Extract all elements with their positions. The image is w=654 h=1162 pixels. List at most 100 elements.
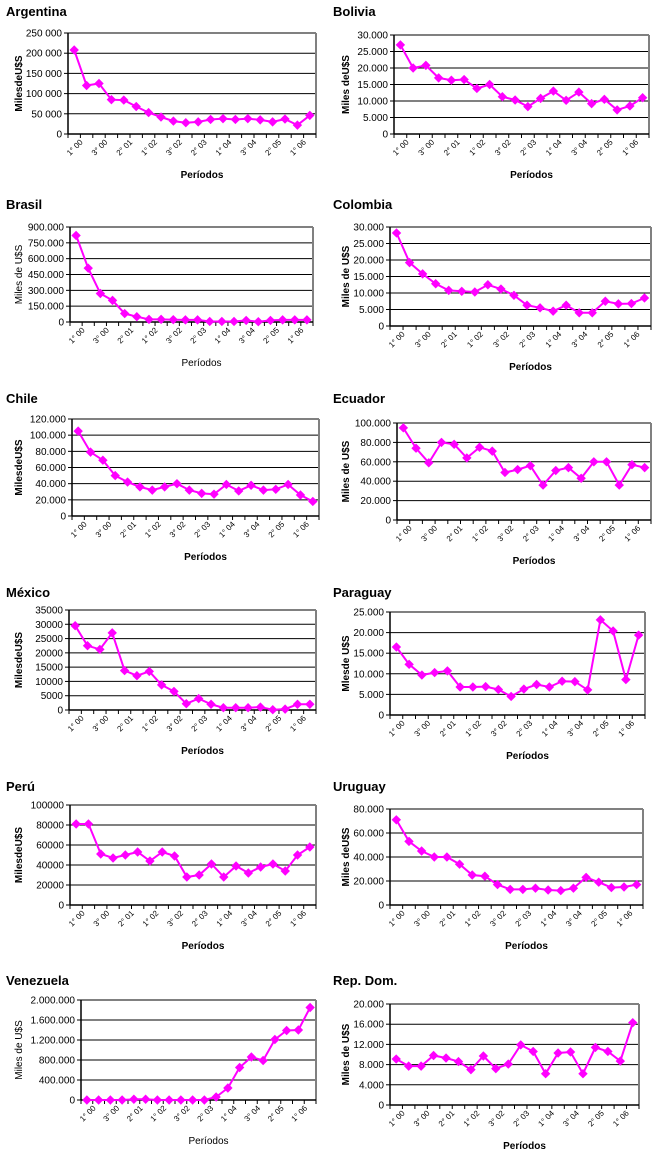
x-tick-label: 1° 02 [141,908,161,928]
y-tick-label: 35000 [35,606,63,617]
data-point [467,870,477,880]
x-tick-label: 1° 04 [219,1103,239,1123]
data-point [277,315,288,325]
x-tick-label: 3° 02 [493,137,513,157]
data-point [218,703,229,713]
data-point [305,1002,315,1013]
x-tick-label: 1° 06 [623,523,643,543]
x-axis-label: Períodos [509,362,552,373]
data-point [267,117,278,127]
x-tick-label: 1° 02 [464,718,484,738]
data-point [217,316,227,327]
data-point [556,885,566,896]
data-point [184,485,195,495]
data-point [442,852,452,862]
x-tick-label: 2° 01 [116,325,136,345]
data-point [119,95,129,105]
x-tick-label: 3° 02 [172,1103,192,1123]
y-tick-label: 1.200.000 [31,1036,76,1047]
data-point [411,443,421,453]
chart-venezuela: Venezuela 0 400.000 800.000 1.200.000 1.600.0… [0,969,327,1162]
data-point [404,836,414,847]
x-tick-label: 2° 03 [196,1103,216,1123]
y-tick-label: 200 000 [26,49,63,60]
data-point [105,1095,116,1105]
data-point [265,315,276,326]
x-tick-label: 1° 02 [462,1108,482,1128]
data-point [417,269,428,279]
data-point [500,467,510,478]
x-tick-label: 3° 04 [570,329,590,349]
y-tick-label: 15000 [35,663,63,674]
y-tick-label: 0 [58,901,64,912]
data-point [293,1025,304,1035]
y-tick-label: 40.000 [35,479,66,490]
data-point [614,480,624,490]
data-point [528,1046,538,1057]
data-point [95,644,105,655]
x-tick-label: 3° 02 [168,519,188,539]
x-tick-label: 3° 02 [496,523,516,543]
y-axis-label: Miles deU$S [341,827,352,886]
x-tick-label: 3° 00 [417,137,437,157]
x-tick-label: 2° 05 [597,523,617,543]
x-tick-label: 1° 04 [539,908,559,928]
data-point [626,298,637,309]
x-tick-label: 1° 02 [143,519,163,539]
y-tick-label: 30000 [35,620,63,631]
y-tick-label: 5.000 [359,305,384,316]
data-point [132,671,142,681]
data-point [241,315,251,326]
data-point [421,60,431,71]
data-point [152,1095,163,1105]
chart-argentina: Argentina 0 50 000 100 000 150 000 200 000 250… [0,0,327,193]
y-axis-label: MilesdeU$S [14,439,25,495]
chart-chile: Chile 0 20.000 40.000 60.000 80.000 100.000 120… [0,387,327,580]
x-tick-label: 2° 01 [437,1108,457,1128]
data-point [120,850,131,860]
x-tick-label: 3° 02 [164,325,184,345]
y-tick-label: 0 [385,516,391,527]
y-tick-label: 400.000 [39,1076,76,1087]
series-line [86,1007,311,1101]
x-tick-label: 3° 00 [91,713,111,733]
data-point [613,299,624,309]
x-axis-label: Períodos [513,556,556,567]
data-point [168,314,178,325]
y-tick-label: 0 [378,322,384,333]
y-tick-label: 0 [57,706,63,717]
x-tick-label: 3° 04 [561,1108,581,1128]
data-point [492,879,503,890]
x-tick-label: 1° 02 [140,325,160,345]
data-point [525,460,536,471]
x-tick-label: 1° 04 [544,329,564,349]
y-tick-label: 5000 [41,691,64,702]
data-point [107,295,118,306]
data-point [69,45,79,55]
x-tick-label: 1° 06 [286,325,306,345]
data-point [156,680,167,690]
data-point [474,442,485,452]
data-point [223,1083,233,1093]
chart-rep-dom: Rep. Dom. 0 4.000 8.000 12.000 16.000 20.000 1°… [327,969,654,1162]
y-tick-label: 20.000 [353,256,384,267]
x-tick-label: 1° 06 [291,519,311,539]
data-point [110,470,120,481]
x-tick-label: 3° 02 [489,718,509,738]
data-point [568,883,579,893]
data-point [551,465,561,476]
y-axis-label: Miles de U$S [14,244,25,304]
data-point [565,1047,576,1057]
data-point [169,686,179,697]
data-point [459,74,469,85]
y-tick-label: 25000 [35,634,63,645]
y-tick-label: 20.000 [353,877,384,888]
data-point [487,446,497,456]
data-point [595,615,606,625]
data-point [205,316,215,327]
data-point [466,1064,476,1075]
x-axis-label: Períodos [184,552,227,563]
data-point [436,437,447,448]
x-tick-label: 1° 00 [391,137,411,157]
